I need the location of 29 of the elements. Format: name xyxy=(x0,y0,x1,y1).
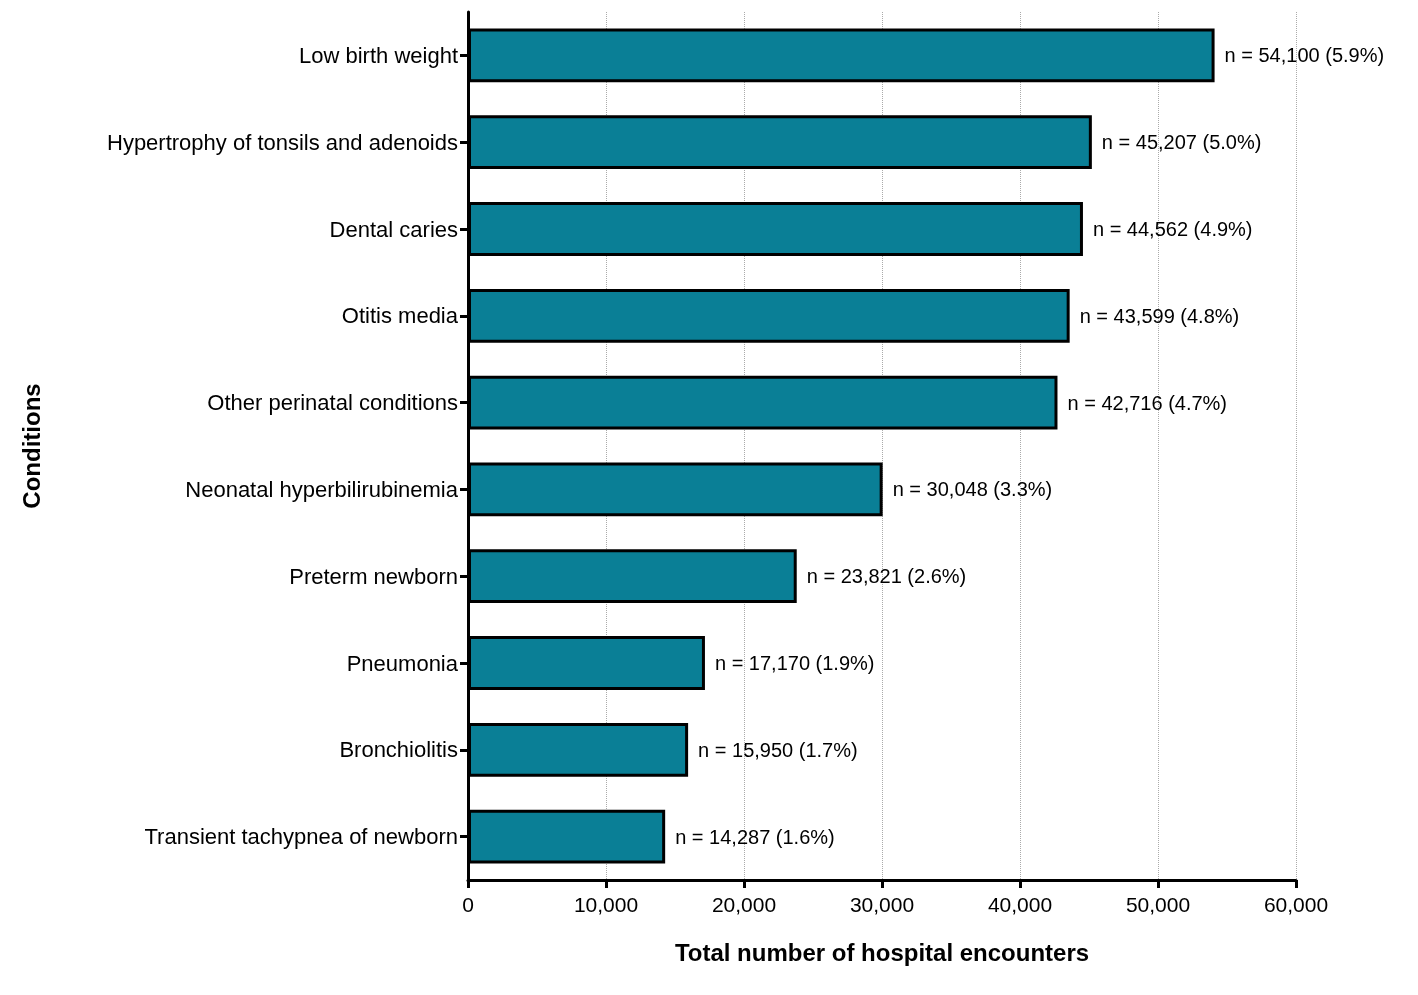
y-tick-label: Hypertrophy of tonsils and adenoids xyxy=(107,129,458,155)
x-tick-label: 10,000 xyxy=(573,893,639,916)
data-label: n = 14,287 (1.6%) xyxy=(675,825,835,848)
data-label: n = 54,100 (5.9%) xyxy=(1224,44,1385,67)
y-axis-title: Conditions xyxy=(17,383,45,509)
x-tick-label: 30,000 xyxy=(849,893,915,916)
x-tick-label: 20,000 xyxy=(711,893,777,916)
data-label: n = 15,950 (1.7%) xyxy=(698,738,858,761)
data-label: n = 30,048 (3.3%) xyxy=(892,478,1053,501)
y-tick-label: Other perinatal conditions xyxy=(207,390,458,416)
y-tick-label: Otitis media xyxy=(341,303,459,329)
data-label: n = 45,207 (5.0%) xyxy=(1101,131,1262,154)
y-tick-label: Preterm newborn xyxy=(289,563,458,589)
data-label: n = 43,599 (4.8%) xyxy=(1079,304,1240,327)
data-label: n = 23,821 (2.6%) xyxy=(806,565,967,588)
x-tick-label: 60,000 xyxy=(1263,893,1329,916)
y-tick-label: Pneumonia xyxy=(346,650,459,676)
x-tick-label: 40,000 xyxy=(987,893,1053,916)
y-tick-label: Dental caries xyxy=(329,216,458,242)
y-tick-label: Neonatal hyperbilirubinemia xyxy=(185,476,459,502)
data-label: n = 17,170 (1.9%) xyxy=(714,652,875,674)
data-label: n = 44,562 (4.9%) xyxy=(1092,218,1253,240)
y-tick-label: Transient tachypnea of newborn xyxy=(144,824,458,850)
data-label: n = 42,716 (4.7%) xyxy=(1067,391,1228,414)
x-tick-label: 0 xyxy=(462,893,474,916)
y-tick-label: Bronchiolitis xyxy=(339,737,458,763)
x-tick-label: 50,000 xyxy=(1125,893,1191,916)
y-tick-label: Low birth weight xyxy=(299,42,458,68)
x-axis-title: Total number of hospital encounters xyxy=(674,938,1090,966)
